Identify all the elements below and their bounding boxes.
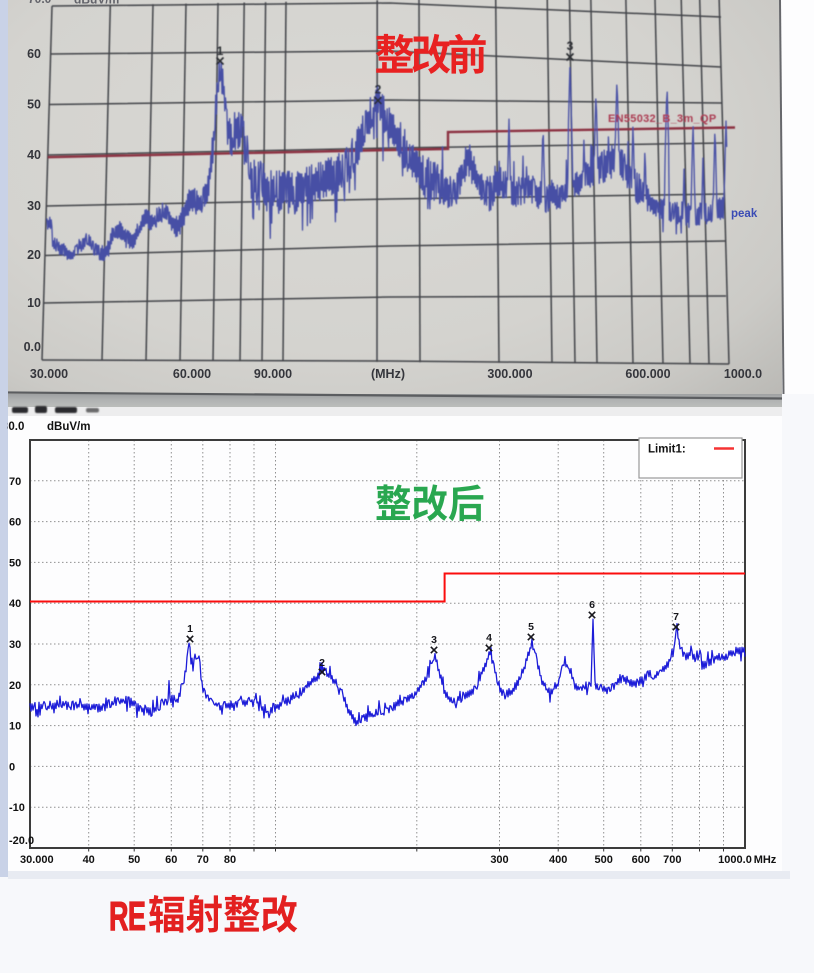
- svg-text:60: 60: [27, 47, 41, 61]
- svg-text:(MHz): (MHz): [371, 367, 405, 381]
- svg-text:50: 50: [27, 98, 41, 112]
- svg-text:70: 70: [197, 854, 209, 866]
- svg-text:6: 6: [589, 599, 595, 611]
- svg-text:10: 10: [9, 721, 21, 733]
- svg-text:60.000: 60.000: [173, 367, 211, 381]
- svg-text:dBuV/m: dBuV/m: [47, 421, 90, 433]
- svg-text:2: 2: [319, 657, 325, 669]
- svg-text:1000.0: 1000.0: [724, 367, 762, 381]
- svg-text:1: 1: [187, 623, 193, 635]
- svg-text:RE: RE: [109, 895, 145, 940]
- svg-text:4: 4: [486, 632, 492, 644]
- svg-text:dBuV/m: dBuV/m: [74, 0, 119, 7]
- svg-text:300: 300: [490, 854, 508, 866]
- svg-text:30.000: 30.000: [30, 367, 68, 381]
- svg-text:40: 40: [27, 148, 41, 162]
- svg-text:20: 20: [27, 248, 41, 262]
- svg-text:3: 3: [567, 39, 574, 53]
- svg-text:400: 400: [549, 854, 567, 866]
- svg-text:90.000: 90.000: [254, 367, 292, 381]
- svg-text:MHz: MHz: [754, 854, 777, 866]
- svg-text:70.0: 70.0: [28, 0, 52, 6]
- svg-text:-10: -10: [9, 802, 25, 814]
- svg-text:5: 5: [528, 621, 534, 633]
- svg-text:500: 500: [595, 854, 613, 866]
- svg-text:Limit1:: Limit1:: [648, 444, 686, 456]
- svg-text:30.000: 30.000: [20, 854, 54, 866]
- svg-text:600: 600: [632, 854, 650, 866]
- svg-text:40: 40: [9, 598, 21, 610]
- svg-text:700: 700: [663, 854, 681, 866]
- svg-text:0.0: 0.0: [24, 340, 41, 354]
- svg-text:70: 70: [9, 476, 21, 488]
- svg-text:0: 0: [9, 761, 15, 773]
- svg-text:EN55032_B_3m_QP: EN55032_B_3m_QP: [608, 113, 716, 125]
- svg-text:600.000: 600.000: [625, 367, 670, 381]
- svg-text:50: 50: [128, 854, 140, 866]
- svg-text:50: 50: [9, 557, 21, 569]
- svg-text:80: 80: [224, 854, 236, 866]
- svg-text:30: 30: [27, 199, 41, 213]
- svg-text:60: 60: [9, 517, 21, 529]
- svg-text:3: 3: [431, 634, 437, 646]
- svg-text:20: 20: [9, 680, 21, 692]
- svg-text:60: 60: [165, 854, 177, 866]
- svg-text:7: 7: [673, 611, 679, 623]
- svg-text:30: 30: [9, 639, 21, 651]
- svg-text:1: 1: [217, 44, 224, 58]
- svg-text:10: 10: [27, 296, 41, 310]
- svg-text:300.000: 300.000: [487, 367, 532, 381]
- svg-text:2: 2: [375, 83, 382, 97]
- svg-text:1000.0: 1000.0: [718, 854, 752, 866]
- svg-text:-20.0: -20.0: [9, 835, 34, 847]
- svg-text:peak: peak: [731, 208, 758, 220]
- svg-text:40: 40: [83, 854, 95, 866]
